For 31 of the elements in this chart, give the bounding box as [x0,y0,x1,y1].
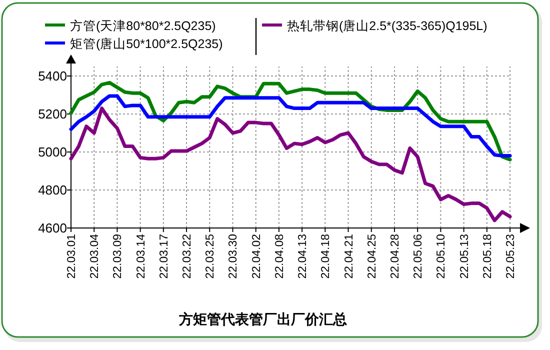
x-tick-label: 22.05.18 [482,234,494,279]
x-tick-label: 22.04.08 [274,234,286,279]
y-tick-label: 5000 [38,144,67,160]
line-series [69,106,512,222]
legend-label: 热轧带钢(唐山2.5*(335-365)Q195L) [287,19,488,33]
x-tick-label: 22.03.04 [89,233,102,279]
line-series [69,94,512,158]
x-tick-label: 22.03.09 [112,234,124,279]
y-tick-label: 5200 [38,106,67,122]
y-tick-label: 4600 [38,220,67,236]
x-tick-label: 22.03.22 [182,234,194,279]
x-tick-label: 22.04.25 [366,234,378,279]
x-tick-label: 22.03.14 [135,233,148,279]
x-tick-label: 22.05.23 [505,234,517,279]
x-tick-label: 22.03.01 [66,234,78,279]
y-tick-label: 4800 [38,182,67,198]
x-tick-label: 22.04.18 [320,234,332,279]
x-tick-label: 22.04.02 [250,234,263,279]
x-tick-label: 22.03.17 [158,234,170,279]
x-tick-label: 22.04.21 [343,234,356,279]
text: 方矩管代表管厂出厂价汇总 [178,311,347,327]
x-tick-label: 22.03.30 [228,234,240,279]
y-tick-label: 5400 [38,68,67,84]
x-tick-label: 22.05.06 [412,234,425,279]
legend-label: 矩管(唐山50*100*2.5Q235) [70,37,223,51]
x-tick-label: 22.04.13 [297,234,310,279]
legend-label: 方管(天津80*80*2.5Q235) [70,18,216,33]
x-tick-label: 22.05.10 [436,234,448,279]
x-tick-label: 22.05.13 [458,234,471,279]
x-tick-label: 22.03.25 [204,234,217,279]
x-tick-label: 22.04.28 [389,234,402,279]
